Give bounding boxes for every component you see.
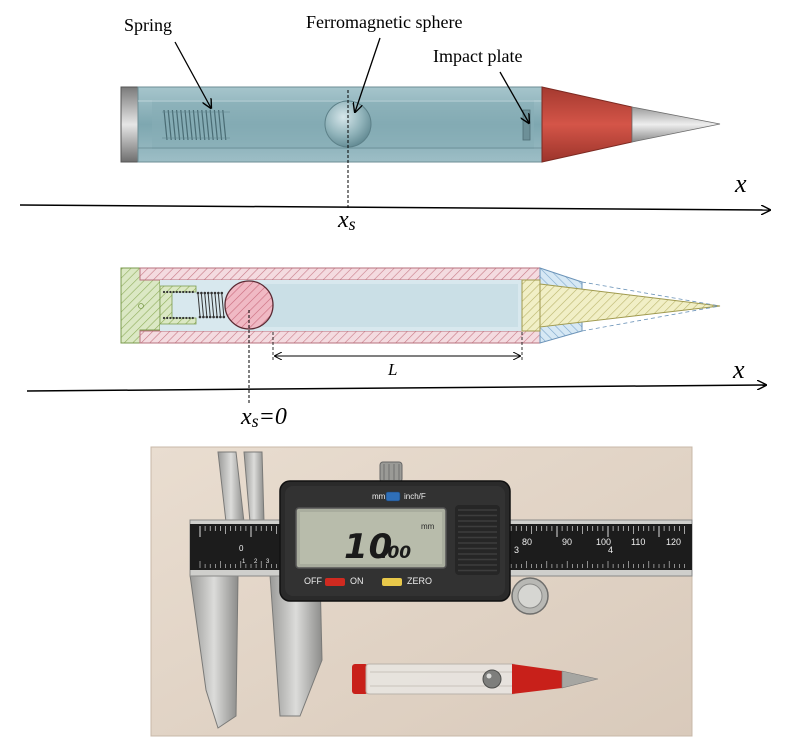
top-axis-label-x: x bbox=[734, 169, 747, 198]
zero-button[interactable] bbox=[382, 578, 402, 586]
spring-section bbox=[162, 290, 226, 320]
metal-tip bbox=[631, 106, 721, 143]
unit-toggle-mm-label: mm bbox=[372, 492, 386, 501]
on-label: ON bbox=[350, 576, 364, 586]
label-ferromagnetic-sphere: Ferromagnetic sphere bbox=[306, 12, 462, 32]
label-impact-plate: Impact plate bbox=[433, 46, 522, 66]
section-impact-plate bbox=[521, 279, 541, 332]
section-x-axis bbox=[26, 385, 766, 392]
section-tube-top-wall bbox=[139, 267, 541, 281]
photo-device-red-cap bbox=[352, 664, 368, 694]
position-label-xs: xs bbox=[337, 207, 356, 234]
scale-label: 90 bbox=[562, 537, 572, 547]
photo-device-metal-tip bbox=[561, 670, 599, 689]
device-cross-section bbox=[120, 267, 721, 344]
scale-inch-labels: 3 4 bbox=[514, 545, 613, 555]
ferromagnetic-sphere-section bbox=[224, 280, 274, 330]
off-button[interactable] bbox=[325, 578, 345, 586]
scale-label: 80 bbox=[522, 537, 532, 547]
spring-3d bbox=[162, 109, 230, 141]
grip-texture bbox=[458, 509, 497, 572]
jaw-minor-label: 1 bbox=[242, 559, 246, 565]
spring-pointer-arrow bbox=[174, 41, 211, 108]
photo-device-sphere bbox=[482, 669, 502, 689]
impact-plate-pointer-arrow bbox=[499, 71, 529, 123]
lcd-reading-decimal: .00 bbox=[381, 543, 411, 563]
inch-label: 3 bbox=[514, 545, 519, 555]
off-label: OFF bbox=[304, 576, 322, 586]
inch-label: 4 bbox=[608, 545, 613, 555]
scale-major-labels: 80 90 100 110 120 bbox=[522, 537, 681, 547]
section-axis-label-x: x bbox=[732, 355, 745, 384]
device-3d-view bbox=[120, 86, 721, 163]
sphere-pointer-arrow bbox=[355, 37, 381, 112]
unit-toggle-inch-label: inch/F bbox=[404, 492, 426, 501]
jaw-minor-label: 3 bbox=[266, 559, 270, 565]
zero-label: ZERO bbox=[407, 576, 432, 586]
grip-pad bbox=[455, 505, 500, 575]
section-tube-bottom-wall bbox=[139, 330, 541, 344]
section-tip-yellow bbox=[539, 283, 721, 328]
lcd-reading-main: 10 bbox=[344, 527, 393, 567]
unit-toggle-button[interactable] bbox=[385, 491, 401, 502]
photographed-device bbox=[352, 663, 599, 695]
jaw-minor-label: 2 bbox=[254, 559, 258, 565]
length-label-L: L bbox=[387, 360, 397, 379]
lcd-unit: mm bbox=[421, 522, 435, 531]
red-tip-cone bbox=[541, 86, 633, 163]
jaw-minor-labels: 1 2 3 bbox=[242, 559, 270, 565]
scale-label: 100 bbox=[596, 537, 611, 547]
origin-label-xs0: xs=0 bbox=[240, 404, 287, 431]
scale-label: 120 bbox=[666, 537, 681, 547]
photo-device-red-tip bbox=[512, 664, 562, 694]
caliper-photo: 0 1 2 3 80 90 100 110 120 3 4 mm bbox=[150, 446, 693, 737]
jaw-zero-label: 0 bbox=[239, 544, 244, 553]
scale-label: 110 bbox=[631, 537, 645, 547]
top-x-axis bbox=[19, 204, 770, 210]
end-cap bbox=[120, 86, 140, 163]
label-spring: Spring bbox=[124, 15, 172, 35]
